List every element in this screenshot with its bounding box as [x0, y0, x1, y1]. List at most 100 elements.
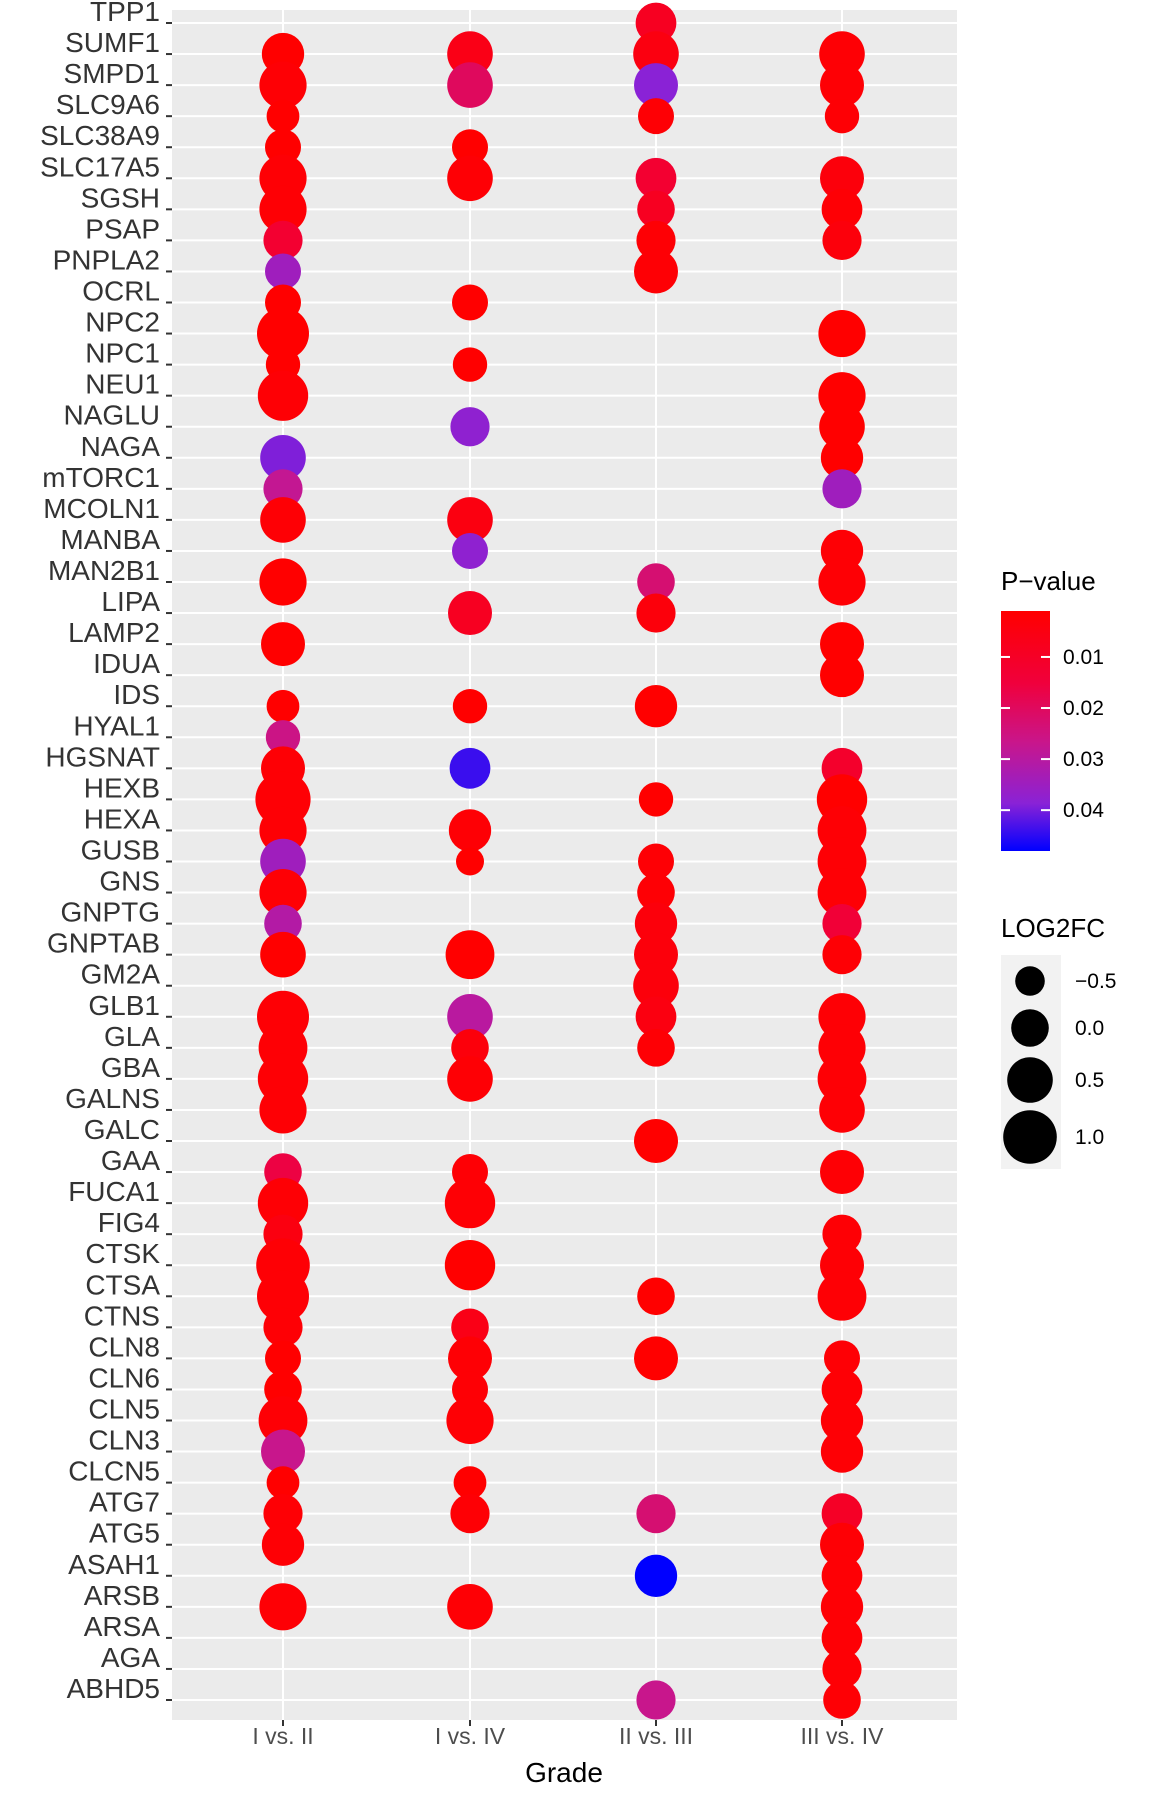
size-key-circle	[1007, 1057, 1053, 1103]
point-npc2-3	[818, 309, 866, 358]
y-tick-label: CTNS	[84, 1300, 160, 1331]
point-glb1-2	[635, 996, 677, 1038]
point-cln5-0	[258, 1396, 308, 1445]
y-tick-label: ATG7	[89, 1487, 160, 1518]
size-legend-label: 0.5	[1075, 1069, 1104, 1092]
x-axis: I vs. II I vs. IV II vs. III III vs. IV	[252, 1720, 884, 1749]
point-slc38a9-1	[452, 129, 488, 166]
x-tick-label: II vs. III	[619, 1723, 693, 1749]
x-axis-title: Grade	[525, 1757, 603, 1788]
y-tick-label: LAMP2	[68, 617, 160, 648]
color-legend-ticks: 0.01 0.02 0.03 0.04	[1001, 646, 1104, 822]
point-neu1-0	[257, 370, 309, 421]
point-cln5-1	[446, 1396, 494, 1445]
point-galns-3	[819, 1087, 865, 1133]
point-arsa-3	[821, 1617, 863, 1659]
point-gnptab-1	[445, 930, 495, 980]
y-tick-label: CLN3	[88, 1425, 160, 1456]
point-manba-1	[452, 532, 488, 569]
point-hexb-2	[638, 782, 674, 817]
data-points	[255, 2, 868, 1720]
point-idua-3	[820, 653, 864, 698]
point-slc17a5-1	[447, 155, 493, 202]
y-tick-label: OCRL	[82, 276, 160, 307]
y-tick-label: NEU1	[85, 369, 160, 400]
y-axis: TPP1SUMF1SMPD1SLC9A6SLC38A9SLC17A5SGSHPS…	[40, 0, 172, 1704]
y-tick-label: ARSA	[84, 1611, 161, 1642]
y-tick-label: FUCA1	[68, 1176, 160, 1207]
point-hgsnat-1	[449, 747, 491, 789]
point-slc9a6-0	[266, 99, 300, 133]
point-ids-1	[452, 689, 488, 724]
point-arsb-3	[820, 1585, 864, 1629]
y-tick-label: NAGA	[81, 431, 161, 462]
size-legend-items: −0.5 0.0 0.5 1.0	[1003, 966, 1116, 1164]
point-abhd5-3	[823, 1681, 861, 1719]
color-bar	[1001, 611, 1050, 851]
point-lipa-2	[636, 593, 676, 633]
point-slc17a5-3	[820, 156, 864, 201]
point-ctns-1	[451, 1308, 489, 1347]
point-naglu-3	[819, 403, 865, 450]
point-sgsh-3	[821, 188, 863, 230]
point-sgsh-0	[259, 185, 307, 233]
point-lamp2-3	[820, 622, 864, 667]
point-ctsa-0	[257, 1270, 309, 1323]
point-fuca1-1	[444, 1177, 496, 1229]
point-gnptg-3	[822, 904, 862, 944]
point-gba-1	[447, 1056, 493, 1102]
point-cln6-1	[452, 1371, 488, 1408]
y-tick-label: SLC9A6	[56, 89, 160, 120]
point-gusb-1	[456, 847, 484, 876]
y-tick-label: SUMF1	[65, 27, 160, 58]
point-cln5-3	[820, 1399, 864, 1442]
point-hyal1-0	[265, 720, 301, 755]
point-glb1-1	[447, 993, 493, 1040]
point-gm2a-2	[633, 962, 679, 1009]
color-legend-label: 0.03	[1063, 748, 1104, 771]
y-tick-label: CLN6	[88, 1362, 160, 1393]
point-atg7-3	[821, 1493, 863, 1535]
y-tick-label: GNPTAB	[47, 928, 160, 959]
point-cln8-0	[265, 1340, 301, 1377]
y-tick-label: GALNS	[65, 1083, 160, 1114]
point-lamp2-0	[261, 622, 305, 667]
point-gns-2	[637, 873, 675, 912]
point-slc9a6-2	[638, 98, 674, 135]
y-tick-label: FIG4	[98, 1207, 160, 1238]
y-tick-label: MANBA	[60, 524, 160, 555]
point-galns-0	[259, 1086, 307, 1134]
point-atg5-0	[261, 1523, 305, 1566]
point-gla-1	[451, 1029, 489, 1067]
point-sumf1-3	[819, 31, 865, 77]
y-tick-label: HEXB	[84, 772, 160, 803]
point-gnptg-2	[634, 902, 678, 945]
point-naga-0	[260, 434, 306, 481]
point-gnptab-0	[260, 931, 306, 978]
point-smpd1-0	[259, 61, 307, 109]
y-tick-label: NPC2	[85, 307, 160, 338]
y-tick-label: SMPD1	[64, 58, 160, 89]
color-legend-label: 0.02	[1063, 697, 1104, 720]
point-psap-2	[636, 220, 676, 260]
point-ids-2	[634, 685, 678, 728]
point-man2b1-3	[818, 558, 866, 606]
y-tick-label: GM2A	[81, 959, 161, 990]
legend: P−value 0.01 0.02 0.03 0.04 LOG2FC −0.5 0.0 0…	[1001, 566, 1116, 1169]
color-legend-title: P−value	[1001, 566, 1096, 596]
y-tick-label: HGSNAT	[45, 741, 160, 772]
point-man2b1-2	[637, 563, 675, 601]
y-tick-label: ASAH1	[68, 1549, 160, 1580]
y-tick-label: GLA	[104, 1021, 160, 1052]
point-smpd1-2	[634, 63, 678, 108]
point-ctns-0	[263, 1307, 303, 1347]
point-cln3-0	[261, 1429, 305, 1474]
point-fig4-3	[822, 1214, 862, 1254]
y-tick-label: NPC1	[85, 338, 160, 369]
point-smpd1-3	[820, 63, 864, 108]
y-tick-label: IDS	[113, 679, 160, 710]
point-npc1-1	[452, 347, 488, 382]
point-pnpla2-0	[265, 253, 301, 290]
y-tick-label: TPP1	[90, 0, 160, 27]
